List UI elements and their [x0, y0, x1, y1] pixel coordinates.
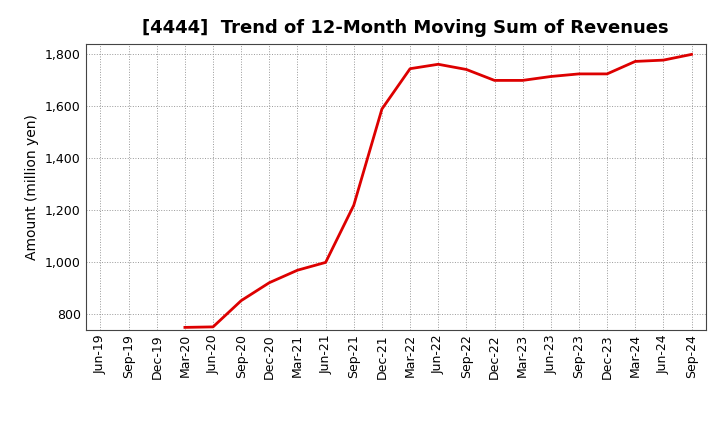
Text: [4444]  Trend of 12-Month Moving Sum of Revenues: [4444] Trend of 12-Month Moving Sum of R…: [142, 19, 669, 37]
Y-axis label: Amount (million yen): Amount (million yen): [25, 114, 40, 260]
